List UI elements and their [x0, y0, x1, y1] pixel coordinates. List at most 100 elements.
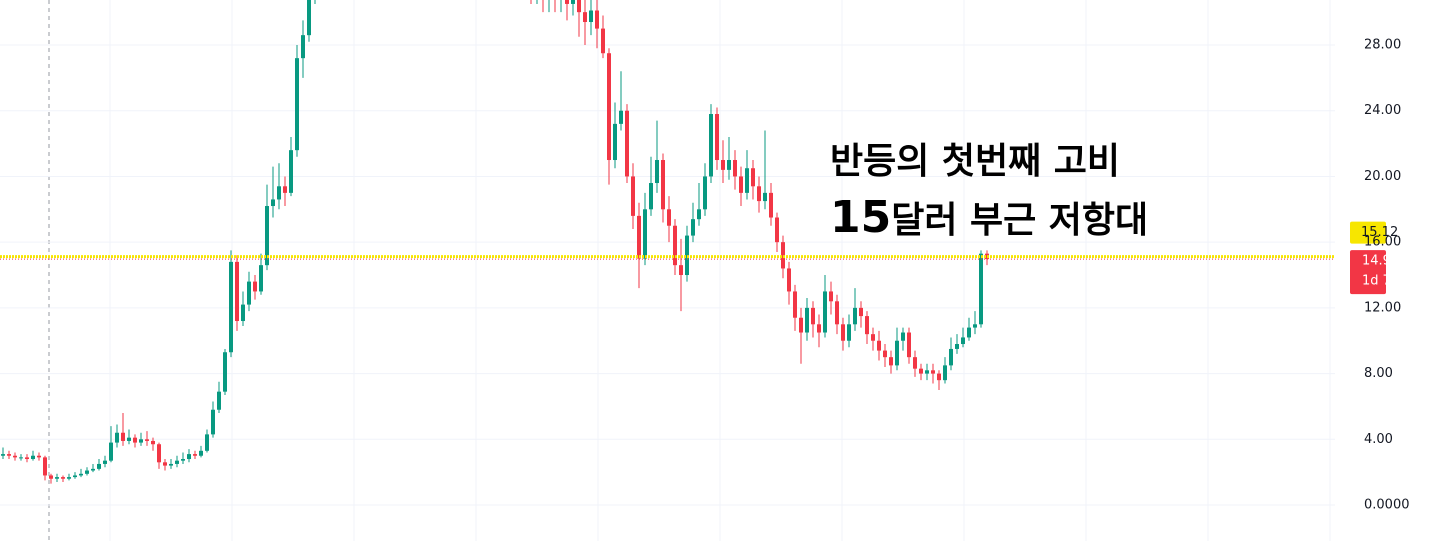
- candle-body: [895, 340, 899, 366]
- candle-body: [271, 199, 275, 207]
- candle-body: [865, 316, 869, 335]
- candle-body: [877, 340, 881, 351]
- candle-body: [253, 281, 257, 292]
- candle-body: [1, 454, 5, 456]
- candle-body: [811, 307, 815, 325]
- candles: [1, 0, 989, 484]
- candle-body: [187, 454, 191, 460]
- candle-body: [301, 35, 305, 59]
- y-tick-label: 24.00: [1364, 103, 1401, 118]
- candle-body: [943, 365, 947, 381]
- candle-body: [847, 324, 851, 341]
- candle-body: [763, 192, 767, 202]
- candle-body: [649, 183, 653, 210]
- candle-body: [229, 261, 233, 353]
- annotation-number: 15: [830, 192, 891, 243]
- candle-body: [259, 265, 263, 292]
- candle-body: [613, 123, 617, 161]
- y-tick-label: 12.00: [1364, 300, 1401, 315]
- candle-body: [643, 209, 647, 259]
- candle-body: [625, 110, 629, 177]
- annotation-text: 달러 부근 저항대: [891, 200, 1148, 241]
- grid: [0, 0, 1335, 541]
- candle-body: [739, 176, 743, 193]
- candle-body: [805, 307, 809, 333]
- candle-body: [295, 58, 299, 151]
- candle-body: [169, 463, 173, 466]
- candle-body: [775, 217, 779, 243]
- candle-body: [979, 253, 983, 325]
- candle-body: [931, 370, 935, 374]
- candle-body: [91, 468, 95, 471]
- candle-body: [115, 432, 119, 443]
- candle-body: [859, 307, 863, 317]
- annotation-line2: 15달러 부근 저항대: [830, 192, 1148, 243]
- candle-body: [925, 370, 929, 374]
- candle-body: [571, 0, 575, 4]
- candle-body: [307, 0, 311, 36]
- last-price-label: 14.97: [1362, 254, 1399, 269]
- candle-body: [733, 160, 737, 177]
- candle-body: [901, 332, 905, 341]
- candle-body: [949, 348, 953, 366]
- candle-body: [73, 475, 77, 478]
- candle-body: [157, 444, 161, 463]
- candle-body: [787, 268, 791, 292]
- candle-body: [595, 10, 599, 29]
- candle-body: [175, 460, 179, 464]
- candle-body: [697, 209, 701, 220]
- candle-body: [103, 460, 107, 464]
- candle-body: [133, 437, 137, 443]
- candle-body: [199, 450, 203, 456]
- candle-body: [709, 114, 713, 177]
- candle-body: [835, 301, 839, 325]
- candle-body: [31, 455, 35, 460]
- candle-body: [217, 391, 221, 410]
- candle-body: [919, 368, 923, 374]
- candle-body: [247, 281, 251, 305]
- candle-body: [241, 304, 245, 322]
- candle-body: [607, 53, 611, 161]
- candle-body: [703, 176, 707, 210]
- candle-body: [745, 168, 749, 193]
- candle-body: [577, 0, 581, 13]
- candle-body: [121, 432, 125, 441]
- countdown-label: 1d 7h: [1362, 274, 1399, 289]
- candle-body: [871, 334, 875, 341]
- candle-body: [967, 327, 971, 338]
- candle-body: [19, 457, 23, 459]
- candle-body: [97, 463, 101, 469]
- candle-body: [67, 477, 71, 479]
- candle-body: [589, 10, 593, 23]
- candle-body: [913, 357, 917, 369]
- y-tick-label: 8.00: [1364, 366, 1393, 381]
- candle-body: [265, 206, 269, 266]
- candle-body: [145, 439, 149, 441]
- candle-body: [973, 324, 977, 328]
- candle-body: [601, 28, 605, 54]
- annotation-line1: 반등의 첫번째 고비: [830, 141, 1120, 182]
- candle-body: [43, 457, 47, 476]
- candle-body: [841, 324, 845, 341]
- candle-body: [637, 215, 641, 259]
- candle-body: [757, 186, 761, 202]
- candle-body: [49, 475, 53, 479]
- candle-body: [85, 470, 89, 474]
- candle-body: [289, 150, 293, 193]
- candle-body: [673, 225, 677, 266]
- candle-body: [721, 160, 725, 170]
- candle-body: [907, 332, 911, 358]
- candle-body: [955, 344, 959, 349]
- candle-body: [277, 186, 281, 200]
- candle-body: [667, 209, 671, 226]
- overlay: 15.12 14.97 1d 7h: [0, 221, 1399, 295]
- candle-body: [79, 473, 83, 476]
- candle-body: [61, 477, 65, 479]
- candle-body: [619, 110, 623, 124]
- candle-body: [223, 352, 227, 392]
- candle-body: [937, 373, 941, 381]
- candle-body: [127, 437, 131, 441]
- candle-body: [823, 291, 827, 333]
- candle-body: [583, 12, 587, 23]
